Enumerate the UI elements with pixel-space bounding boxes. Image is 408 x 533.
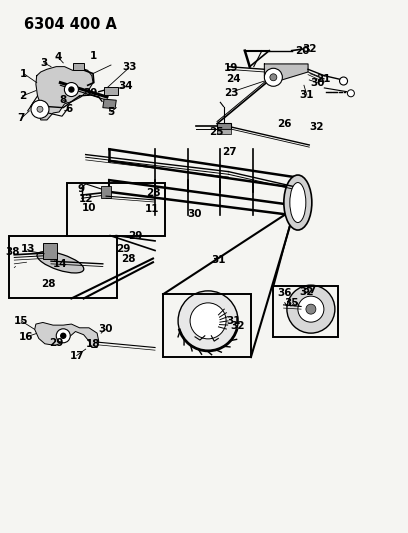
Text: 8: 8	[60, 95, 67, 105]
Text: 5: 5	[107, 107, 115, 117]
Bar	[67, 183, 165, 236]
Text: 32: 32	[302, 44, 317, 54]
Text: 29: 29	[116, 245, 131, 254]
Text: 12: 12	[78, 195, 93, 204]
Text: 27: 27	[222, 147, 237, 157]
Text: 10: 10	[82, 203, 96, 213]
Text: 36: 36	[277, 288, 292, 298]
Text: 31: 31	[226, 316, 241, 326]
Text: 1: 1	[89, 51, 97, 61]
Circle shape	[347, 90, 355, 97]
Circle shape	[61, 333, 66, 338]
Text: 21: 21	[316, 74, 330, 84]
Text: 35: 35	[284, 298, 299, 308]
Text: 30: 30	[188, 209, 202, 219]
Ellipse shape	[37, 252, 84, 273]
Text: 38: 38	[6, 247, 20, 256]
Polygon shape	[217, 129, 231, 134]
Text: 6304 400 A: 6304 400 A	[24, 17, 118, 32]
Ellipse shape	[284, 175, 312, 230]
Circle shape	[178, 291, 238, 351]
Bar	[104, 87, 118, 95]
Text: 1: 1	[20, 69, 27, 78]
Polygon shape	[73, 63, 84, 70]
Text: 33: 33	[122, 62, 137, 71]
Text: 2: 2	[19, 91, 26, 101]
Text: 16: 16	[19, 332, 34, 342]
Text: 28: 28	[121, 254, 136, 263]
Text: 30: 30	[310, 78, 325, 87]
Circle shape	[270, 74, 277, 81]
Polygon shape	[264, 64, 308, 81]
Bar	[101, 186, 111, 198]
Text: 18: 18	[86, 339, 100, 349]
Text: 24: 24	[226, 74, 241, 84]
Circle shape	[190, 303, 226, 339]
Text: 32: 32	[299, 287, 314, 297]
Circle shape	[287, 285, 335, 333]
Text: 20: 20	[295, 46, 310, 55]
Text: 37: 37	[303, 286, 317, 295]
Polygon shape	[36, 67, 93, 120]
Text: 32: 32	[230, 321, 245, 331]
Text: 15: 15	[14, 316, 29, 326]
Text: 39: 39	[83, 88, 98, 98]
Bar	[9, 236, 117, 298]
Circle shape	[69, 87, 74, 92]
Circle shape	[37, 106, 43, 112]
Text: 34: 34	[118, 82, 133, 91]
Text: 9: 9	[77, 184, 84, 194]
Text: 29: 29	[49, 338, 64, 348]
Text: 6: 6	[65, 104, 72, 114]
Text: 3: 3	[40, 58, 48, 68]
Polygon shape	[35, 322, 99, 348]
Text: 31: 31	[299, 90, 314, 100]
Text: 31: 31	[211, 255, 226, 265]
Circle shape	[298, 296, 324, 322]
Ellipse shape	[290, 182, 306, 223]
Circle shape	[264, 68, 282, 86]
Circle shape	[306, 304, 316, 314]
Bar	[43, 243, 57, 259]
Text: 7: 7	[18, 114, 25, 123]
Circle shape	[56, 329, 70, 343]
Text: 29: 29	[128, 231, 143, 240]
Text: 19: 19	[223, 63, 238, 73]
Text: 26: 26	[277, 119, 292, 128]
Text: 28: 28	[146, 188, 160, 198]
Text: 28: 28	[41, 279, 55, 288]
Text: 14: 14	[53, 259, 68, 269]
Circle shape	[31, 100, 49, 118]
Polygon shape	[217, 123, 231, 129]
Circle shape	[339, 77, 348, 85]
Polygon shape	[103, 99, 116, 109]
Text: 30: 30	[98, 325, 113, 334]
Text: 17: 17	[69, 351, 84, 360]
Text: 11: 11	[144, 204, 159, 214]
Text: 13: 13	[20, 245, 35, 254]
Circle shape	[64, 83, 78, 96]
Text: 4: 4	[54, 52, 62, 62]
Text: 25: 25	[209, 127, 224, 137]
Text: 32: 32	[309, 122, 324, 132]
Bar	[163, 294, 251, 357]
Text: 23: 23	[224, 88, 239, 98]
Bar	[273, 286, 338, 337]
